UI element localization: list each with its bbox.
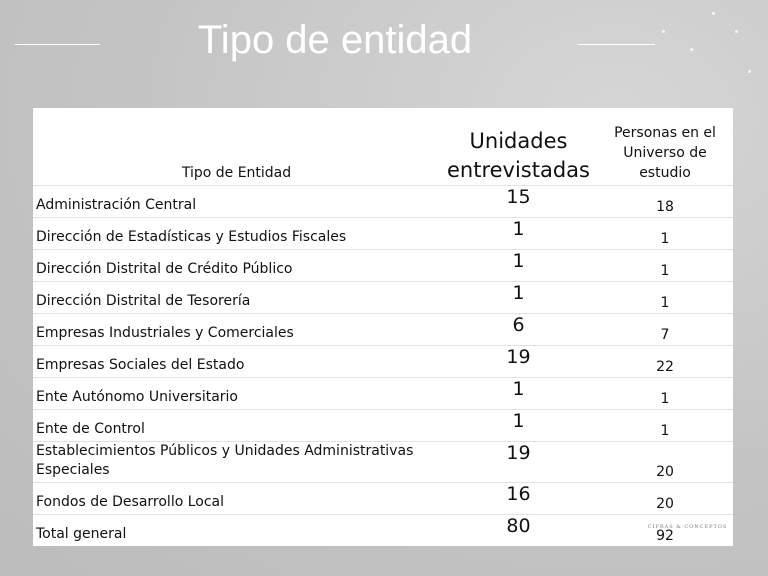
table-row: Empresas Sociales del Estado 19 22: [33, 345, 733, 378]
table-cell: 19: [440, 441, 597, 483]
table-cell: 7: [597, 313, 733, 346]
column-header: Unidades entrevistadas: [446, 129, 590, 182]
table-cell: 1: [440, 409, 597, 442]
sparkle: [712, 12, 715, 15]
table-cell: 1: [597, 217, 733, 250]
table-cell: Ente de Control: [33, 409, 440, 442]
table-cell: 19: [440, 345, 597, 378]
table-cell: 92: [597, 514, 733, 546]
table-cell: 1: [440, 377, 597, 410]
table-cell: 1: [597, 249, 733, 282]
table-cell: 20: [597, 441, 733, 483]
table-cell: 1: [440, 249, 597, 282]
table-cell: Administración Central: [33, 185, 440, 218]
table-row: Ente de Control 1 1: [33, 409, 733, 442]
table-cell: Dirección Distrital de Crédito Público: [33, 249, 440, 282]
table-row: Administración Central 15 18: [33, 185, 733, 218]
table-cell: Fondos de Desarrollo Local: [33, 482, 440, 515]
table-cell: Empresas Sociales del Estado: [33, 345, 440, 378]
table-cell: 1: [440, 217, 597, 250]
title-rule: [578, 44, 655, 45]
sparkle: [662, 30, 665, 33]
slide-title: Tipo de entidad: [197, 18, 473, 62]
table-cell: Establecimientos Públicos y Unidades Adm…: [33, 441, 440, 483]
table-row: Empresas Industriales y Comerciales 6 7: [33, 313, 733, 346]
table-cell: 16: [440, 482, 597, 515]
table-cell: 80: [440, 514, 597, 546]
sparkle: [690, 48, 693, 51]
sparkle: [748, 70, 751, 73]
table-row: Ente Autónomo Universitario 1 1: [33, 377, 733, 410]
table-row: Dirección Distrital de Tesorería 1 1: [33, 281, 733, 314]
table-cell: Dirección de Estadísticas y Estudios Fis…: [33, 217, 440, 250]
table-cell: 6: [440, 313, 597, 346]
table-cell: 20: [597, 482, 733, 515]
column-header: Tipo de Entidad: [181, 165, 292, 181]
title-rule: [15, 44, 100, 45]
table-cell: Ente Autónomo Universitario: [33, 377, 440, 410]
table-cell: Empresas Industriales y Comerciales: [33, 313, 440, 346]
header-row: Tipo de Entidad Unidades entrevistadas Per…: [33, 108, 733, 186]
table-row: Establecimientos Públicos y Unidades Adm…: [33, 441, 733, 483]
table-cell: 1: [597, 377, 733, 410]
table-row: Dirección Distrital de Crédito Público 1 1: [33, 249, 733, 282]
table-cell: 22: [597, 345, 733, 378]
table-cell: 18: [597, 185, 733, 218]
sparkle: [735, 30, 738, 33]
entity-table: Tipo de Entidad Unidades entrevistadas Per…: [33, 108, 733, 546]
table-row: Total general 80 92: [33, 514, 733, 546]
table-row: Dirección de Estadísticas y Estudios Fis…: [33, 217, 733, 250]
logo: CIFRAS & CONCEPTOS: [647, 524, 728, 530]
table-cell: Total general: [33, 514, 440, 546]
column-header: Personas en el Universo de estudio: [614, 125, 716, 181]
table-cell: 15: [440, 185, 597, 218]
table-cell: 1: [440, 281, 597, 314]
table-cell: Dirección Distrital de Tesorería: [33, 281, 440, 314]
table-row: Fondos de Desarrollo Local 16 20: [33, 482, 733, 515]
table-cell: 1: [597, 409, 733, 442]
table-cell: 1: [597, 281, 733, 314]
